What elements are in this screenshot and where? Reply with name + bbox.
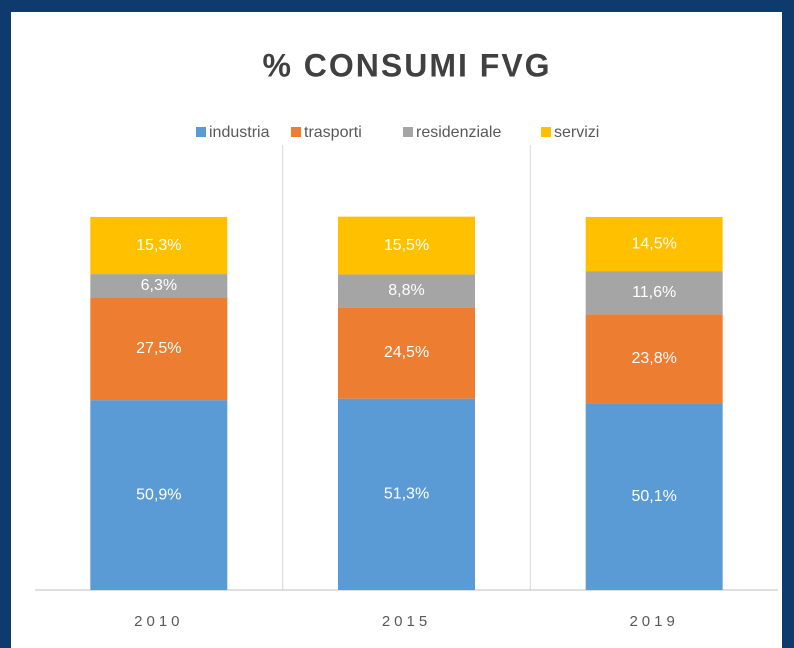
legend-label: trasporti (304, 124, 362, 141)
legend-swatch (291, 127, 301, 137)
data-label: 50,9% (136, 486, 181, 503)
bar-segment (585, 217, 723, 272)
data-label: 24,5% (384, 344, 429, 361)
legend-label: industria (209, 124, 270, 141)
data-label: 6,3% (141, 277, 177, 294)
x-tick-label: 2010 (134, 613, 183, 630)
bar-segment (338, 216, 475, 275)
bar-segment (338, 274, 475, 308)
x-tick-label: 2015 (382, 613, 431, 630)
data-label: 51,3% (384, 486, 429, 503)
legend-swatch (196, 127, 206, 137)
data-label: 14,5% (631, 235, 676, 252)
legend-label: servizi (554, 124, 599, 141)
bar-segment (585, 314, 723, 404)
data-label: 11,6% (632, 284, 676, 301)
bar-segment (338, 307, 475, 399)
bar-segment (90, 274, 228, 298)
legend-swatch (403, 127, 413, 137)
data-label: 27,5% (136, 340, 181, 357)
data-label: 8,8% (388, 282, 424, 299)
bar-segment (90, 297, 228, 401)
bar-segment (585, 271, 723, 315)
data-label: 23,8% (631, 350, 676, 367)
legend-label: residenziale (416, 124, 501, 141)
data-label: 15,5% (384, 237, 429, 254)
legend-swatch (541, 127, 551, 137)
bar-segment (90, 217, 228, 275)
bar-segment (338, 398, 475, 590)
bar-segment (585, 403, 723, 590)
bar-segment (90, 400, 228, 590)
chart-title: % CONSUMI FVG (262, 47, 551, 83)
data-label: 15,3% (136, 237, 181, 254)
data-label: 50,1% (631, 488, 676, 505)
x-tick-label: 2019 (629, 613, 678, 630)
